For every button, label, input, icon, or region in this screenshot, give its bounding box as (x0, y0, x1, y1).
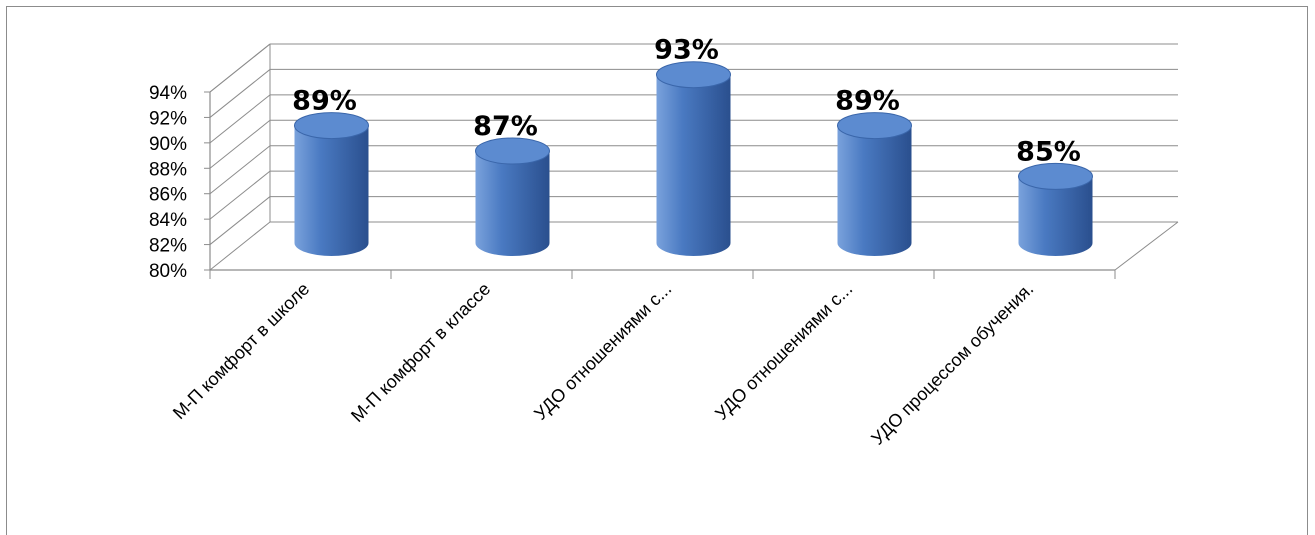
y-tick-label: 88% (149, 159, 187, 180)
bar-top (1018, 162, 1093, 190)
y-tick-label: 86% (149, 185, 187, 206)
y-tick-label: 90% (149, 134, 187, 155)
y-tick-label: 82% (149, 236, 187, 257)
y-tick-label: 94% (149, 83, 187, 104)
y-tick-label: 84% (149, 210, 187, 231)
bar-3 (656, 61, 731, 256)
category-label-1: М-П комфорт в школе (169, 279, 313, 423)
bar-body (837, 125, 912, 256)
bars (294, 61, 1093, 256)
category-label-4: УДО отношениями с... (711, 279, 856, 424)
data-label-5: 85% (1016, 136, 1081, 167)
data-label-3: 93% (654, 35, 719, 66)
bar-body (1018, 176, 1093, 256)
y-tick-label: 92% (149, 108, 187, 129)
axes (209, 92, 1116, 279)
gridline-side (209, 170, 271, 220)
bar-2 (475, 137, 550, 256)
category-label-2: М-П комфорт в классе (347, 279, 494, 426)
data-label-4: 89% (835, 86, 900, 117)
data-label-2: 87% (473, 111, 538, 142)
data-label-1: 89% (292, 86, 357, 117)
bar-1 (294, 112, 369, 256)
bar-top (475, 137, 550, 165)
category-label-5: УДО процессом обучения. (867, 279, 1037, 449)
data-labels: 89% 87% 93% 89% 85% (292, 35, 1081, 168)
bar-top (656, 61, 731, 89)
bar-4 (837, 112, 912, 256)
gridline-side (209, 221, 271, 271)
bar-body (656, 74, 731, 256)
gridline-side (209, 69, 271, 118)
y-tick-label: 80% (149, 261, 187, 282)
gridline-side (209, 145, 271, 195)
bar-body (294, 125, 369, 256)
bar-top (294, 112, 369, 140)
bar-body (475, 151, 550, 256)
x-axis-labels: М-П комфорт в школе М-П комфорт в классе У… (169, 279, 1037, 449)
category-label-3: УДО отношениями с... (530, 279, 675, 424)
gridline-side (209, 119, 271, 169)
gridline-side (209, 196, 271, 245)
bar-5 (1018, 162, 1093, 256)
gridline-side (209, 94, 271, 144)
y-axis-ticks: 80% 82% 84% 86% 88% 90% 92% 94% (149, 83, 210, 282)
bar-top (837, 112, 912, 140)
floor-right-edge (1114, 221, 1179, 271)
gridline-side (209, 43, 271, 93)
